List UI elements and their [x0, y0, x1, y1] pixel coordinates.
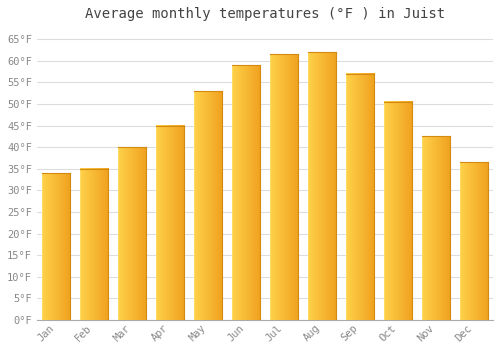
- Title: Average monthly temperatures (°F ) in Juist: Average monthly temperatures (°F ) in Ju…: [85, 7, 445, 21]
